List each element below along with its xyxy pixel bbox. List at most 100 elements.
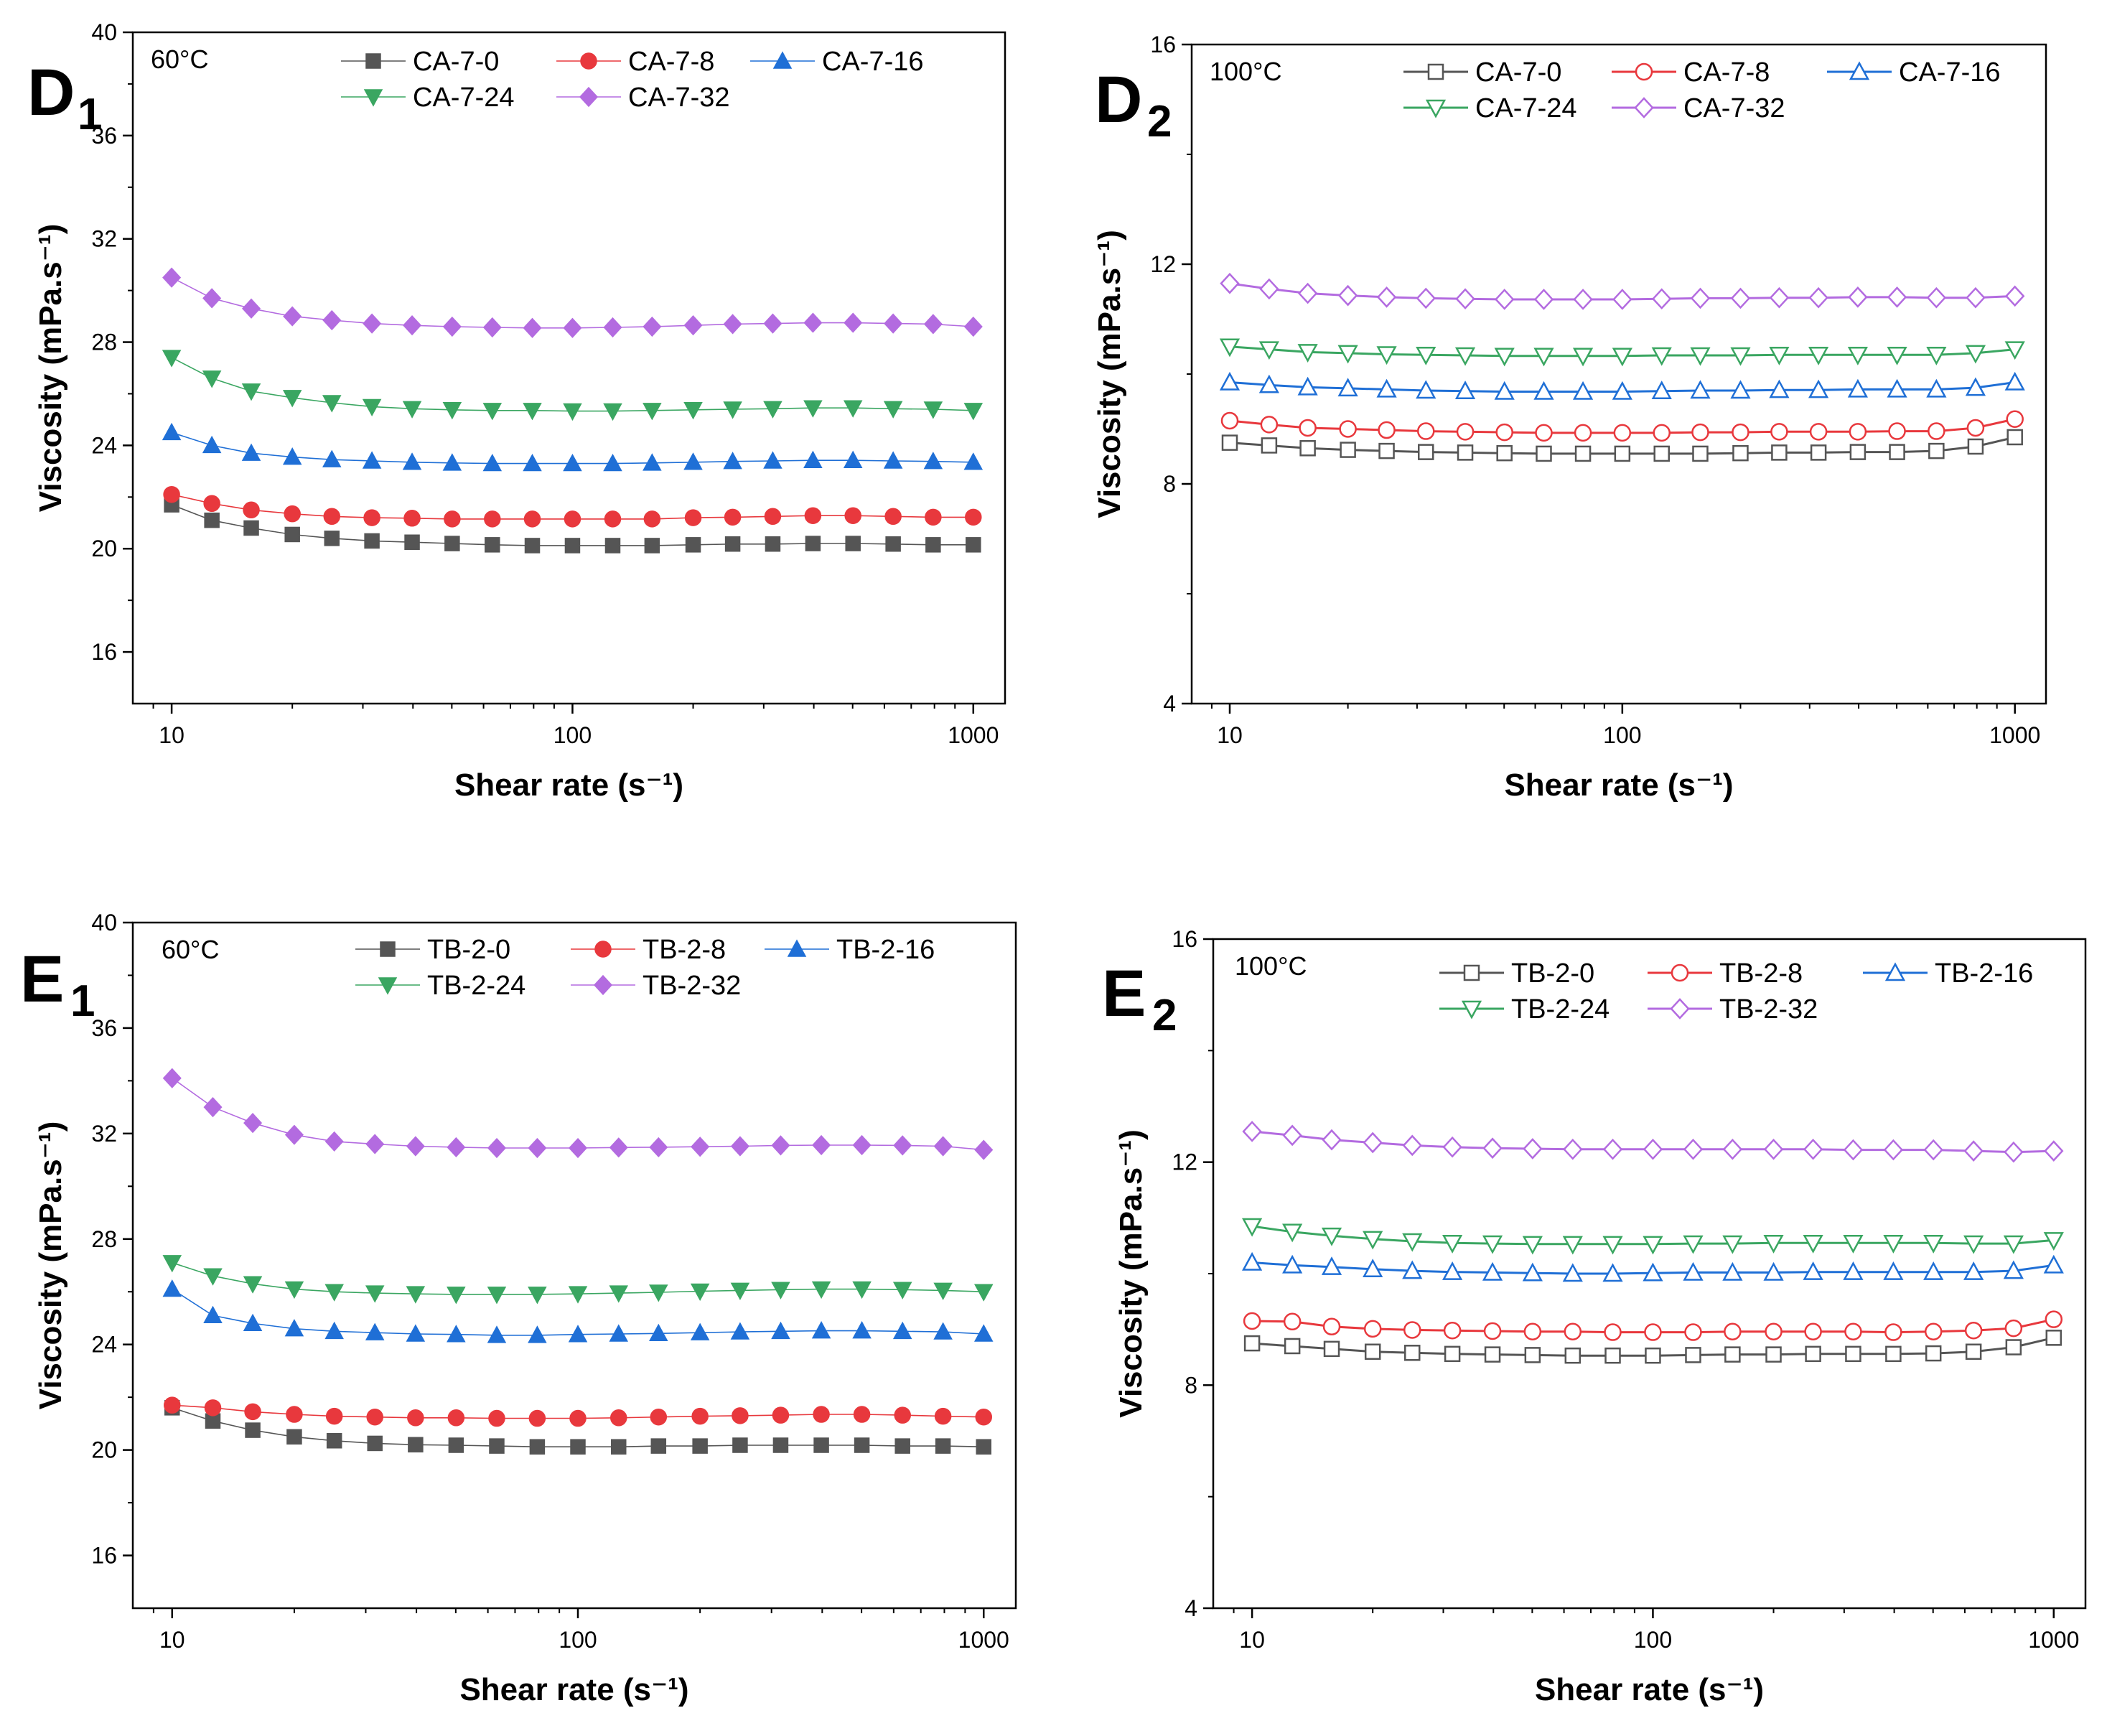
- data-point: [243, 1113, 263, 1134]
- x-tick-label: 100: [1603, 722, 1641, 748]
- data-point: [1495, 289, 1515, 310]
- legend-label: TB-2-24: [1511, 994, 1610, 1025]
- data-point: [1808, 346, 1829, 365]
- data-point: [1847, 346, 1869, 365]
- data-point: [1691, 423, 1709, 442]
- data-point: [528, 1325, 547, 1343]
- data-point: [1763, 1138, 1784, 1160]
- x-tick-label: 10: [1239, 1627, 1265, 1653]
- legend-marker: [365, 53, 381, 69]
- data-point: [1963, 1261, 1984, 1280]
- panel-subscript: 2: [1147, 97, 1172, 146]
- data-point: [1416, 346, 1436, 365]
- data-point: [803, 312, 823, 333]
- data-point: [1572, 347, 1594, 367]
- data-point: [934, 1407, 952, 1425]
- data-point: [362, 398, 382, 417]
- data-point: [447, 1137, 466, 1158]
- data-point: [1887, 378, 1907, 398]
- data-point: [685, 537, 701, 553]
- data-point: [1612, 381, 1632, 400]
- series-tb-2-16: [1242, 1251, 2064, 1282]
- data-point: [568, 1325, 588, 1343]
- legend-label: CA-7-32: [1683, 93, 1785, 123]
- legend-label: TB-2-32: [643, 971, 741, 1001]
- data-point: [1690, 287, 1711, 309]
- y-tick-label: 28: [91, 1226, 117, 1252]
- data-point: [1416, 380, 1436, 399]
- legend-marker: [787, 939, 807, 957]
- data-point: [408, 1437, 424, 1453]
- legend-label: TB-2-16: [836, 935, 935, 965]
- data-point: [723, 452, 742, 470]
- data-point: [1523, 1322, 1542, 1341]
- legend: TB-2-0 TB-2-8 TB-2-16 TB-2-24 TB-2-32: [1439, 958, 2033, 1025]
- data-point: [1683, 1261, 1704, 1281]
- data-point: [1765, 1322, 1783, 1341]
- data-point: [2045, 1310, 2063, 1328]
- data-point: [365, 1285, 385, 1303]
- data-point: [1496, 444, 1513, 462]
- data-point: [772, 1437, 789, 1453]
- data-point: [326, 1433, 342, 1449]
- data-point: [973, 1324, 994, 1342]
- data-point: [771, 1135, 790, 1156]
- data-point: [925, 508, 942, 526]
- data-point: [763, 451, 782, 469]
- data-point: [1887, 286, 1907, 308]
- data-point: [1533, 289, 1554, 310]
- data-point: [1219, 338, 1241, 358]
- data-point: [523, 317, 542, 338]
- data-point: [852, 1281, 872, 1299]
- data-point: [1849, 423, 1867, 441]
- x-axis-title: Shear rate (s⁻¹): [1535, 1672, 1764, 1707]
- data-point: [1849, 444, 1867, 460]
- data-point: [1442, 1235, 1463, 1254]
- data-point: [162, 1279, 182, 1297]
- y-tick-label: 20: [91, 1437, 117, 1463]
- y-tick-label: 16: [91, 1543, 117, 1569]
- data-point: [442, 402, 462, 420]
- data-point: [1364, 1343, 1381, 1360]
- data-point: [1602, 1138, 1623, 1160]
- data-point: [1722, 1138, 1743, 1160]
- y-tick-label: 4: [1185, 1595, 1197, 1621]
- data-point: [1923, 1235, 1944, 1254]
- legend-label: TB-2-0: [1511, 958, 1594, 989]
- data-point: [1885, 1345, 1902, 1363]
- legend-marker: [1884, 962, 1906, 981]
- data-point: [447, 1325, 466, 1343]
- data-point: [603, 403, 622, 421]
- legend-marker: [772, 51, 793, 69]
- data-point: [1730, 380, 1751, 399]
- temperature-label: 100°C: [1235, 951, 1307, 981]
- data-point: [813, 1406, 830, 1423]
- panel-subscript: 1: [78, 90, 102, 139]
- data-point: [1299, 419, 1317, 437]
- data-point: [644, 538, 660, 554]
- y-tick-label: 12: [1150, 251, 1176, 277]
- series-tb-2-0: [164, 1400, 991, 1455]
- legend-marker: [1849, 61, 1870, 80]
- data-point: [163, 485, 180, 503]
- data-point: [732, 1437, 748, 1453]
- legend: CA-7-0 CA-7-8 CA-7-16 CA-7-24 CA-7-32: [1403, 57, 2001, 123]
- data-point: [243, 1313, 263, 1332]
- y-tick-label: 32: [91, 226, 117, 252]
- panel-e2: 4 8 12 16 10 100 1000 Shear rate (s⁻¹) Viscosity…: [1102, 926, 2087, 1707]
- panel-subscript: 2: [1152, 991, 1177, 1040]
- data-point: [1284, 1338, 1301, 1355]
- series-ca-7-8: [163, 485, 982, 528]
- series-ca-7-0: [1221, 429, 2023, 462]
- data-point: [245, 1422, 261, 1438]
- legend-label: TB-2-16: [1935, 958, 2033, 989]
- data-point: [1690, 380, 1711, 399]
- data-point: [402, 452, 422, 470]
- data-point: [367, 1435, 383, 1452]
- data-point: [406, 1286, 426, 1304]
- data-point: [325, 1407, 343, 1425]
- data-point: [894, 1406, 911, 1424]
- data-point: [764, 508, 782, 526]
- data-point: [690, 1322, 710, 1340]
- data-point: [923, 314, 943, 335]
